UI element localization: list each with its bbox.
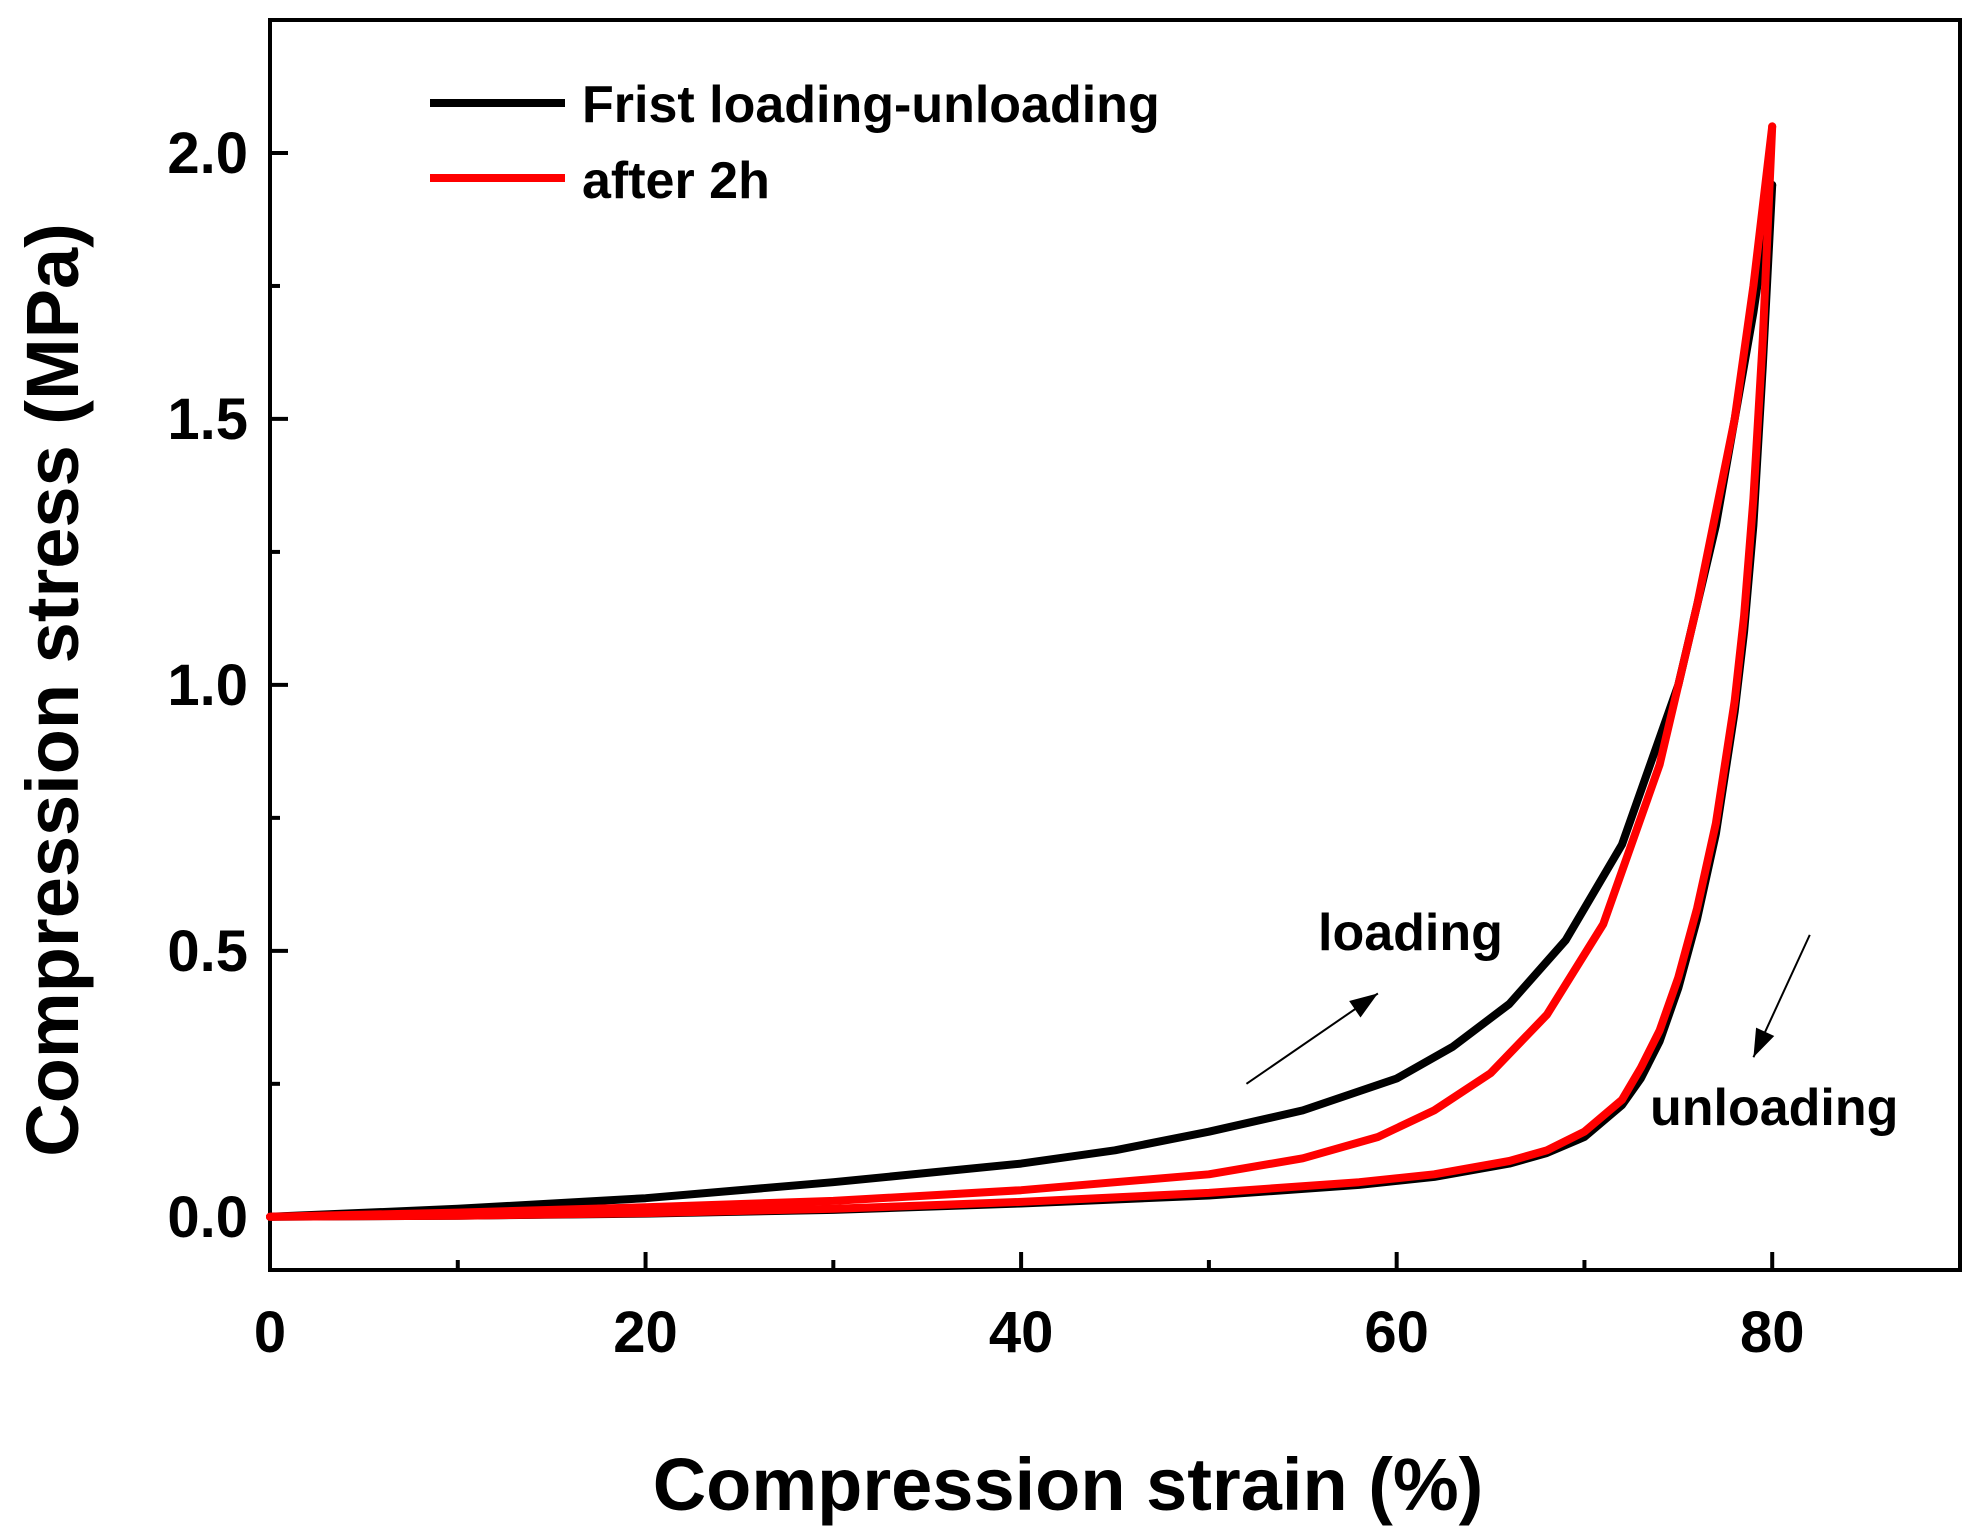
x-tick-label: 60 bbox=[1364, 1300, 1429, 1365]
legend-label-first: Frist loading-unloading bbox=[582, 76, 1160, 134]
annotations: loading unloading bbox=[1245, 904, 1898, 1137]
plot-frame bbox=[268, 18, 1962, 1272]
y-tick-label: 0.5 bbox=[167, 919, 248, 984]
axis-ticks bbox=[268, 150, 1962, 1270]
legend: Frist loading-unloading after 2h bbox=[430, 76, 1160, 210]
x-tick-label: 80 bbox=[1740, 1300, 1805, 1365]
series-after-2h-loading-curve bbox=[266, 122, 1777, 1221]
annotation-unloading: unloading bbox=[1650, 1079, 1898, 1137]
x-tick-label: 0 bbox=[254, 1300, 286, 1365]
series-first-loading-curve bbox=[266, 180, 1777, 1221]
annotation-unloading-arrowhead bbox=[1753, 1027, 1775, 1058]
x-axis-title: Compression strain (%) bbox=[653, 1443, 1484, 1526]
y-tick-label: 1.0 bbox=[167, 653, 248, 718]
series-first-unloading-curve bbox=[266, 180, 1777, 1221]
series-after-2h-unloading-curve bbox=[266, 122, 1777, 1221]
y-tick-label: 1.5 bbox=[167, 387, 248, 452]
x-tick-label: 20 bbox=[613, 1300, 678, 1365]
curves bbox=[266, 122, 1777, 1221]
y-tick-label: 2.0 bbox=[167, 121, 248, 186]
x-tick-label: 40 bbox=[989, 1300, 1054, 1365]
annotation-loading: loading bbox=[1318, 904, 1503, 962]
legend-label-after-2h: after 2h bbox=[582, 152, 770, 210]
annotation-loading-arrowhead bbox=[1349, 993, 1378, 1018]
y-tick-label: 0.0 bbox=[167, 1185, 248, 1250]
y-axis-title: Compression stress (MPa) bbox=[11, 223, 94, 1157]
axis-tick-labels: 0 20 40 60 80 0.0 0.5 1.0 1.5 2.0 bbox=[167, 121, 1804, 1365]
